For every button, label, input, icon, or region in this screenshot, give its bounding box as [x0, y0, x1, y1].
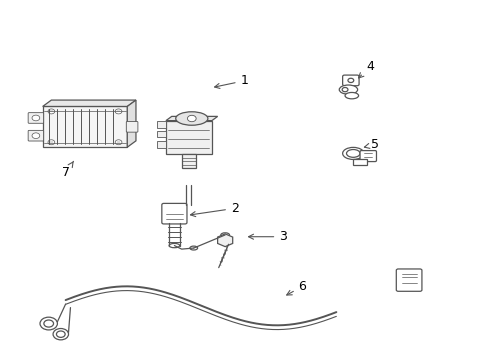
- Ellipse shape: [342, 147, 363, 159]
- Ellipse shape: [189, 246, 197, 250]
- Circle shape: [48, 140, 55, 145]
- Text: 1: 1: [214, 74, 248, 89]
- Bar: [42, 107, 127, 147]
- Polygon shape: [42, 100, 136, 107]
- Text: 3: 3: [248, 230, 286, 243]
- Circle shape: [48, 109, 55, 114]
- Text: 7: 7: [61, 161, 73, 179]
- Text: 5: 5: [364, 138, 378, 151]
- FancyBboxPatch shape: [28, 113, 43, 123]
- Circle shape: [342, 87, 347, 92]
- FancyBboxPatch shape: [126, 122, 138, 132]
- Bar: [157, 141, 165, 148]
- Polygon shape: [165, 116, 217, 121]
- Circle shape: [32, 115, 40, 121]
- Ellipse shape: [346, 149, 359, 157]
- FancyBboxPatch shape: [162, 203, 186, 224]
- FancyBboxPatch shape: [395, 269, 421, 291]
- Text: 6: 6: [286, 280, 306, 295]
- Ellipse shape: [345, 93, 358, 99]
- Bar: [157, 121, 165, 127]
- Text: 4: 4: [358, 60, 373, 78]
- Circle shape: [32, 133, 40, 139]
- Bar: [165, 121, 211, 154]
- FancyBboxPatch shape: [359, 150, 376, 162]
- Bar: [352, 159, 366, 165]
- Ellipse shape: [175, 112, 207, 125]
- Circle shape: [347, 78, 353, 82]
- Circle shape: [115, 109, 122, 114]
- Circle shape: [40, 317, 57, 330]
- Circle shape: [56, 331, 65, 337]
- FancyBboxPatch shape: [342, 75, 358, 86]
- Bar: [157, 131, 165, 138]
- Bar: [181, 154, 196, 168]
- Ellipse shape: [221, 233, 229, 237]
- Polygon shape: [127, 100, 136, 147]
- Polygon shape: [217, 234, 232, 247]
- Ellipse shape: [169, 243, 180, 248]
- Text: 2: 2: [190, 202, 238, 217]
- Circle shape: [115, 140, 122, 145]
- Circle shape: [44, 320, 53, 327]
- Circle shape: [187, 115, 196, 122]
- Circle shape: [53, 329, 68, 340]
- Ellipse shape: [339, 85, 357, 94]
- FancyBboxPatch shape: [28, 130, 43, 141]
